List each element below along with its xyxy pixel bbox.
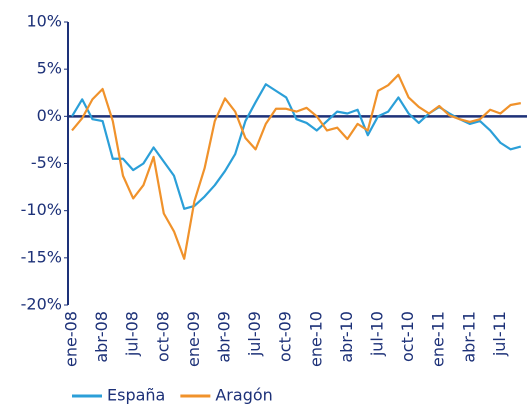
y-tick-label: 5% — [37, 59, 62, 78]
x-tick-label: oct-08 — [153, 311, 172, 362]
x-tick-label: abr-09 — [215, 311, 234, 363]
x-tick-label: jul-09 — [245, 311, 264, 357]
y-tick-label: -15% — [21, 247, 62, 266]
x-tick-label: ene-09 — [184, 311, 203, 367]
y-tick-label: 10% — [26, 12, 62, 31]
y-tick-label: 0% — [37, 106, 62, 125]
legend-label: Aragón — [215, 386, 272, 405]
x-tick-label: ene-11 — [429, 311, 448, 367]
x-tick-label: ene-08 — [62, 311, 81, 367]
x-tick-label: jul-11 — [490, 311, 509, 357]
x-tick-label: ene-10 — [306, 311, 325, 367]
x-tick-label: abr-10 — [337, 311, 356, 363]
x-tick-label: jul-08 — [123, 311, 142, 357]
y-tick-label: -10% — [21, 200, 62, 219]
y-tick-label: -5% — [31, 153, 62, 172]
x-tick-label: oct-10 — [398, 311, 417, 362]
x-tick-label: abr-11 — [459, 311, 478, 363]
x-tick-label: oct-09 — [276, 311, 295, 362]
legend-label: España — [107, 386, 165, 405]
x-tick-label: jul-10 — [368, 311, 387, 357]
series-line — [71, 73, 522, 260]
y-tick-label: -20% — [21, 295, 62, 314]
x-tick-label: abr-08 — [92, 311, 111, 363]
